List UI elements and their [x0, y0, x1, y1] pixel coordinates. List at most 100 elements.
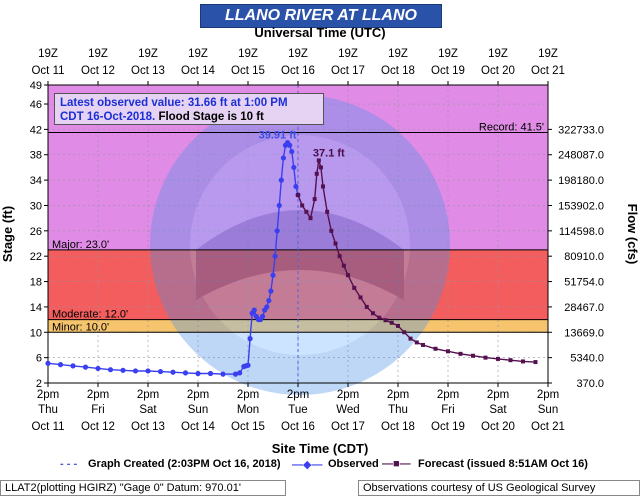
- forecast-point: [364, 304, 369, 309]
- top-tick-label: 19Z: [438, 48, 458, 60]
- observed-point: [82, 364, 89, 370]
- forecast-point: [314, 171, 319, 176]
- top-tick-label: 19Z: [38, 48, 58, 60]
- observed-point: [70, 363, 76, 369]
- bottom-tick-date: Oct 16: [281, 421, 315, 433]
- bottom-tick-date: Oct 11: [31, 421, 64, 433]
- footer-datum: LLAT2(plotting HGIRZ) "Gage 0" Datum: 97…: [0, 480, 286, 496]
- forecast-point: [316, 158, 321, 163]
- y-tick-label: 30: [30, 200, 42, 212]
- y2-tick-label: 114598.0: [559, 226, 604, 238]
- top-tick-label: 19Z: [88, 48, 108, 60]
- forecast-point: [496, 356, 500, 361]
- bottom-tick-date: Oct 15: [231, 421, 265, 433]
- bottom-tick-day: Fri: [91, 404, 104, 416]
- peak-label: 39.91 ft: [259, 130, 297, 142]
- forecast-point: [471, 353, 475, 358]
- y2-tick-label: 248087.0: [558, 150, 604, 162]
- axes: 261014182226303438424649370.05340.013669…: [0, 48, 640, 433]
- observed-point: [270, 272, 276, 278]
- bottom-tick-time: 2pm: [137, 389, 159, 401]
- peak-label: 37.1 ft: [313, 147, 345, 159]
- threshold-label: Moderate: 12.0': [52, 309, 128, 321]
- bottom-tick-time: 2pm: [487, 389, 509, 401]
- forecast-point: [508, 358, 513, 363]
- forecast-point: [433, 346, 438, 351]
- forecast-point: [389, 320, 394, 325]
- y-tick-label: 34: [30, 175, 42, 187]
- observed-point: [157, 368, 164, 375]
- y-tick-label: 6: [36, 353, 42, 365]
- legend-forecast-marker: —■—: [382, 458, 411, 470]
- forecast-point: [341, 263, 346, 268]
- forecast-point: [318, 165, 323, 170]
- y-tick-label: 42: [30, 124, 42, 136]
- top-tick-date: Oct 17: [331, 65, 365, 77]
- observed-point: [251, 307, 257, 313]
- top-tick-label: 19Z: [238, 48, 258, 60]
- y2-tick-label: 28467.0: [564, 302, 604, 314]
- forecast-point: [296, 192, 300, 197]
- legend-observed-label: Observed: [328, 458, 379, 470]
- top-tick-date: Oct 19: [431, 65, 465, 77]
- legend-created-label: Graph Created (2:03PM Oct 16, 2018): [88, 458, 281, 470]
- observed-point: [120, 367, 126, 373]
- bottom-tick-date: Oct 20: [481, 421, 515, 433]
- peak-annotations: 39.91 ft 37.1 ft: [259, 130, 345, 160]
- forecast-point: [352, 285, 357, 290]
- top-tick-date: Oct 11: [31, 65, 64, 77]
- bottom-tick-date: Oct 21: [531, 421, 565, 433]
- forecast-point: [337, 254, 342, 259]
- bottom-tick-date: Oct 19: [431, 421, 465, 433]
- forecast-point: [321, 184, 325, 189]
- y2-tick-label: 370.0: [576, 378, 604, 390]
- y2-tick-label: 13669.0: [564, 327, 604, 339]
- bottom-tick-time: 2pm: [537, 389, 559, 401]
- forecast-point: [312, 197, 317, 202]
- y2-tick-label: 153902.0: [558, 200, 604, 212]
- observed-point: [280, 155, 287, 161]
- threshold-lines: Minor: 10.0'Moderate: 12.0' Major: 23.0' R…: [48, 85, 548, 383]
- observed-point: [170, 369, 176, 375]
- top-tick-label: 19Z: [388, 48, 408, 60]
- observed-point: [259, 313, 266, 320]
- bottom-tick-day: Thu: [388, 404, 408, 416]
- forecast-point: [396, 323, 400, 328]
- bottom-tick-day: Sun: [538, 404, 558, 416]
- y-tick-label: 2: [36, 378, 42, 390]
- observed-point: [287, 142, 293, 148]
- top-tick-label: 19Z: [338, 48, 358, 60]
- bottom-tick-date: Oct 14: [181, 421, 215, 433]
- y2-tick-label: 322733.0: [558, 124, 604, 136]
- forecast-point: [325, 209, 330, 214]
- forecast-point: [358, 295, 363, 300]
- y-tick-label: 10: [30, 327, 42, 339]
- y2-tick-label: 80910.0: [564, 251, 604, 263]
- legend: - - - Graph Created (2:03PM Oct 16, 2018…: [0, 458, 640, 472]
- legend-observed-marker: —◆—: [292, 459, 323, 471]
- forecast-point: [377, 315, 382, 320]
- top-tick-date: Oct 16: [281, 65, 315, 77]
- bottom-tick-date: Oct 12: [81, 421, 115, 433]
- y-tick-label: 22: [30, 251, 42, 263]
- forecast-point: [333, 241, 338, 246]
- y-tick-label: 38: [30, 150, 42, 162]
- forecast-point: [402, 330, 407, 335]
- forecast-point: [300, 203, 305, 208]
- observed-point: [266, 297, 272, 304]
- bottom-tick-day: Fri: [441, 404, 454, 416]
- forecast-point: [483, 355, 488, 360]
- observed-point: [207, 370, 214, 377]
- y2-tick-label: 198180.0: [558, 175, 604, 187]
- top-tick-date: Oct 13: [131, 65, 165, 77]
- observed-point: [232, 371, 239, 377]
- top-tick-label: 19Z: [138, 48, 158, 60]
- chart-title: LLANO RIVER AT LLANO: [225, 7, 417, 24]
- top-tick-date: Oct 21: [531, 65, 565, 77]
- forecast-point: [521, 359, 525, 364]
- forecast-point: [308, 216, 313, 221]
- footer-credit: Observations courtesy of US Geological S…: [358, 480, 640, 496]
- forecast-point: [446, 349, 450, 354]
- bottom-tick-date: Oct 17: [331, 421, 365, 433]
- observed-point: [57, 362, 64, 368]
